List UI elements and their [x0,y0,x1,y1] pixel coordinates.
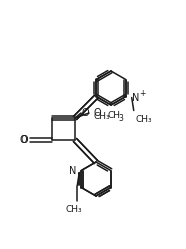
Text: CH₃: CH₃ [136,115,152,124]
Text: CH₃: CH₃ [94,112,111,121]
Text: CH₃: CH₃ [66,205,83,214]
Text: 3: 3 [118,114,123,123]
Text: O: O [82,108,90,118]
Text: O: O [93,108,101,118]
Text: O: O [19,135,27,145]
Text: CH: CH [107,111,120,120]
Text: +: + [139,89,145,98]
Text: O: O [20,135,28,145]
Text: N: N [132,92,139,103]
Text: N: N [69,166,76,176]
